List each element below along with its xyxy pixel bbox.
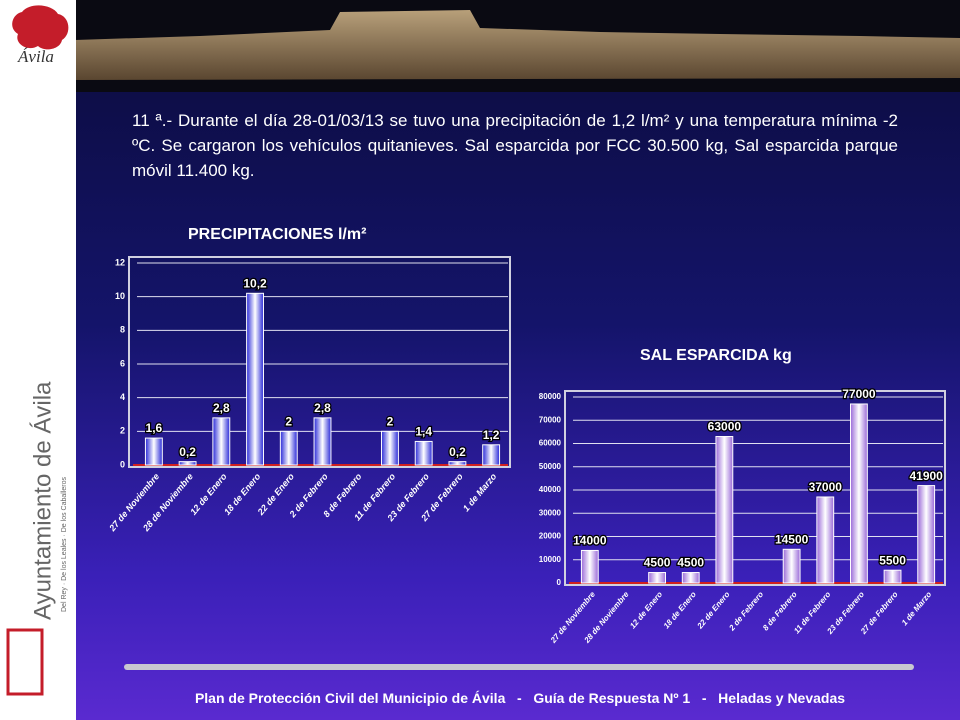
data-label: 1,4 <box>415 425 432 439</box>
divider <box>124 664 914 670</box>
data-label: 2 <box>387 415 394 429</box>
data-label: 2,8 <box>314 401 331 415</box>
y-tick-label: 70000 <box>539 415 562 424</box>
bar <box>850 403 868 584</box>
y-tick-label: 12 <box>115 257 125 267</box>
x-tick-label: 1 de Marzo <box>900 590 934 628</box>
bar <box>782 548 801 584</box>
chart-title: SAL ESPARCIDA kg <box>640 347 792 364</box>
bar <box>381 430 399 466</box>
x-tick-label: 8 de Febrero <box>761 590 799 633</box>
bar <box>917 485 936 584</box>
logo-text: Ávila <box>17 47 54 66</box>
y-tick-label: 6 <box>120 358 125 368</box>
y-tick-label: 80000 <box>539 392 562 401</box>
bar <box>681 572 700 584</box>
bar <box>448 461 467 466</box>
bar <box>313 417 332 466</box>
data-label: 41900 <box>909 469 943 483</box>
y-tick-label: 60000 <box>539 439 562 448</box>
bar <box>482 444 501 466</box>
footer: Plan de Protección Civil del Municipio d… <box>194 690 846 706</box>
y-tick-label: 0 <box>557 578 562 587</box>
bar <box>246 292 264 466</box>
bar <box>212 417 231 466</box>
y-tick-label: 0 <box>120 459 125 469</box>
x-tick-label: 22 de Enero <box>695 590 732 631</box>
data-label: 37000 <box>809 480 843 494</box>
bar <box>715 436 734 584</box>
y-tick-label: 2 <box>120 426 125 436</box>
data-label: 1,2 <box>483 428 500 442</box>
vertical-title: Ayuntamiento de Ávila <box>29 381 56 620</box>
data-label: 0,2 <box>449 445 466 459</box>
data-label: 14500 <box>775 532 809 546</box>
y-tick-label: 10000 <box>539 555 562 564</box>
data-label: 2,8 <box>213 401 230 415</box>
y-tick-label: 20000 <box>539 532 562 541</box>
data-label: 0,2 <box>179 445 196 459</box>
x-tick-label: 18 de Enero <box>662 590 698 631</box>
chart-title: PRECIPITACIONES l/m² <box>188 226 366 243</box>
data-label: 10,2 <box>243 276 267 290</box>
bar <box>816 496 835 584</box>
y-tick-label: 30000 <box>539 508 562 517</box>
data-label: 4500 <box>677 556 704 570</box>
shield <box>6 628 44 696</box>
data-label: 5500 <box>879 553 906 567</box>
bar <box>414 440 433 466</box>
x-tick-label: 2 de Febrero <box>727 590 765 633</box>
logo <box>12 5 69 50</box>
bar <box>883 569 902 584</box>
x-tick-label: 12 de Enero <box>628 590 664 631</box>
paragraph: 11 ª.- Durante el día 28-01/03/13 se tuv… <box>132 111 898 180</box>
bar <box>648 572 667 584</box>
y-tick-label: 8 <box>120 325 125 335</box>
data-label: 2 <box>285 415 292 429</box>
y-tick-label: 10 <box>115 291 125 301</box>
data-label: 63000 <box>708 420 742 434</box>
bar <box>279 430 298 466</box>
data-label: 77000 <box>842 387 876 401</box>
y-tick-label: 50000 <box>539 462 562 471</box>
sidebar <box>0 0 76 720</box>
plot-frame <box>564 390 946 586</box>
data-label: 1,6 <box>146 421 163 435</box>
plot-frame <box>128 256 511 468</box>
y-tick-label: 4 <box>120 392 125 402</box>
data-label: 14000 <box>573 534 607 548</box>
motto: Del Rey · De los Leales · De los Caballe… <box>61 477 68 612</box>
y-tick-label: 40000 <box>539 485 562 494</box>
bar <box>580 549 599 584</box>
x-tick-label: 1 de Marzo <box>461 471 499 513</box>
castle-wall <box>75 10 960 80</box>
data-label: 4500 <box>644 556 671 570</box>
bar <box>178 461 197 466</box>
bar <box>144 437 163 466</box>
